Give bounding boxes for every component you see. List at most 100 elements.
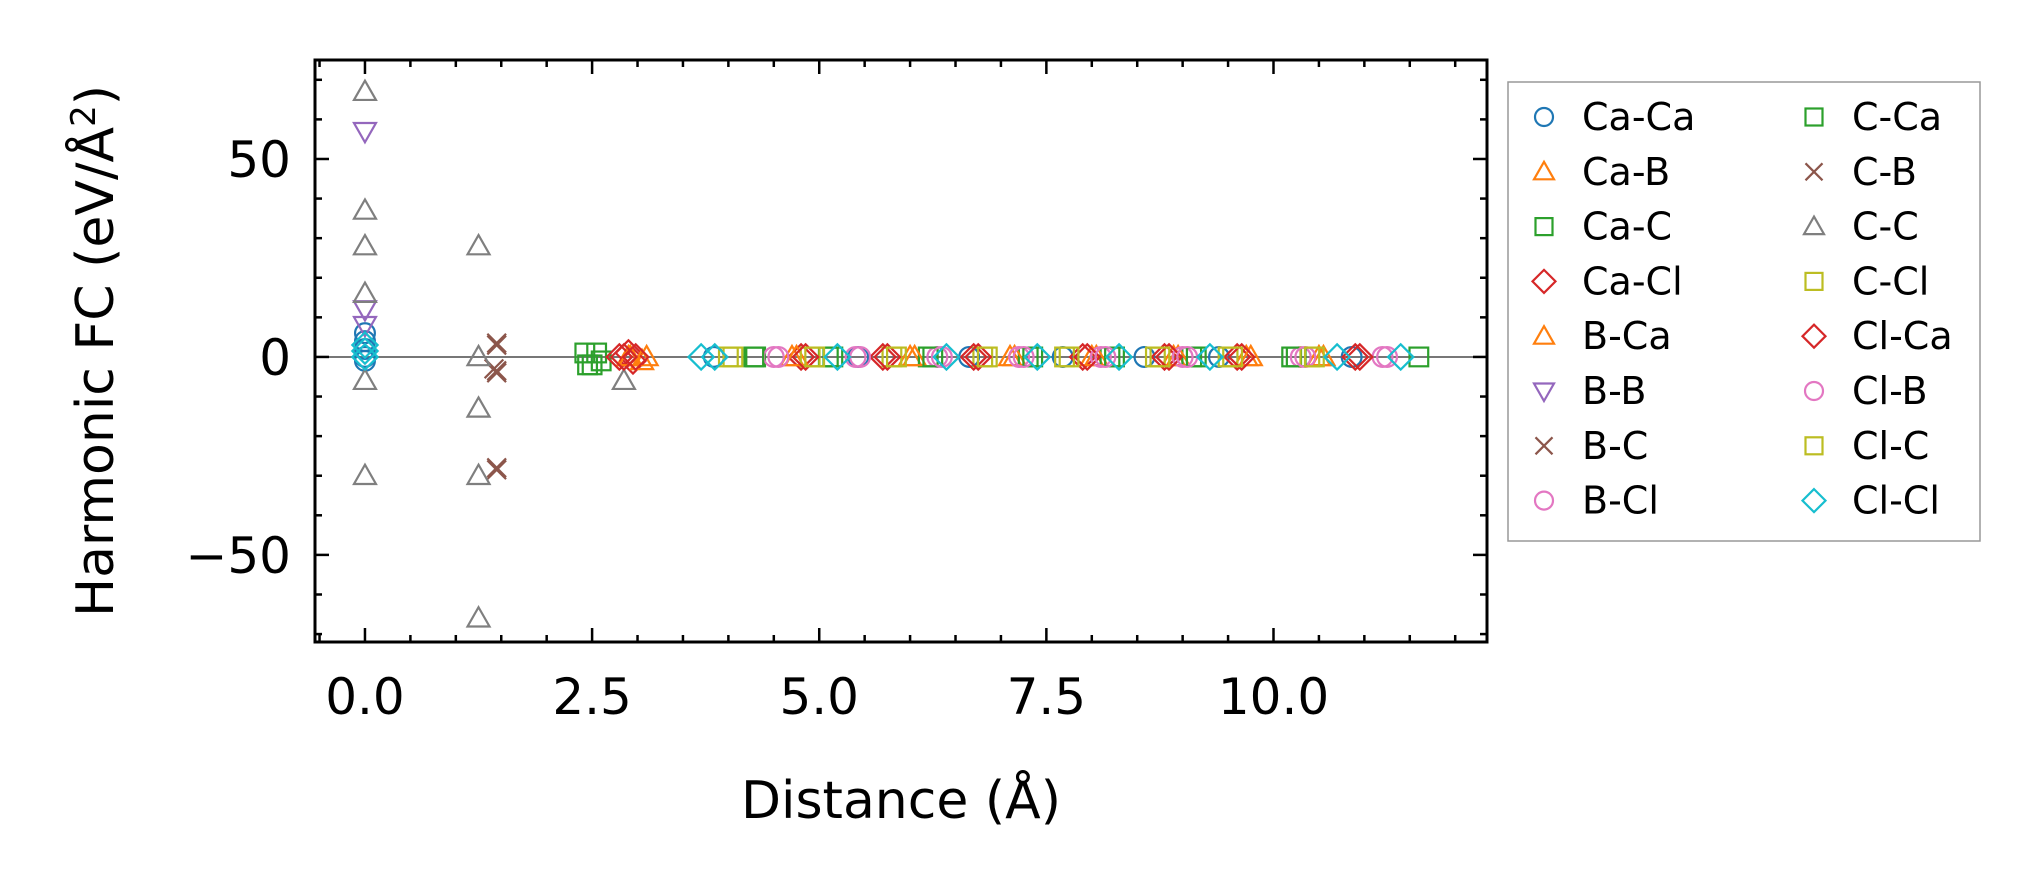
legend-label-ca-cl: Ca-Cl <box>1582 259 1683 303</box>
legend-marker-ca-b <box>1532 159 1556 181</box>
point-b-c <box>486 457 507 478</box>
legend-item-ca-c: Ca-C <box>1534 205 1672 249</box>
point-c-c <box>465 462 492 486</box>
point-c-c <box>465 605 492 628</box>
legend-item-cl-ca: Cl-Ca <box>1800 314 1953 358</box>
legend-item-b-b: B-B <box>1532 369 1647 413</box>
point-cl-c <box>1149 346 1171 368</box>
point-cl-ca <box>964 342 993 372</box>
point-cl-cl <box>350 330 380 360</box>
point-cl-b <box>1012 345 1035 368</box>
point-cl-ca <box>621 342 650 372</box>
point-ca-cl <box>959 342 988 372</box>
point-b-c <box>486 334 507 356</box>
legend-marker-cl-b <box>1803 380 1825 402</box>
point-cl-cl <box>1195 342 1225 372</box>
legend-marker-cl-cl <box>1800 487 1828 514</box>
x-tick-label: 5.0 <box>779 668 859 726</box>
legend-label-cl-cl: Cl-Cl <box>1852 479 1940 523</box>
y-axis-label-superscript: 2 <box>64 105 104 127</box>
data-points <box>350 78 1430 628</box>
point-cl-c <box>722 346 744 368</box>
point-c-b <box>486 459 507 480</box>
legend: Ca-Ca Ca-B Ca-C Ca-Cl B-Ca B-B B-C B-Cl C-Ca C-B C… <box>1507 81 1981 542</box>
legend-label-b-cl: B-Cl <box>1582 479 1659 523</box>
point-c-c <box>611 367 637 391</box>
legend-item-ca-b: Ca-B <box>1532 150 1670 194</box>
legend-label-b-ca: B-Ca <box>1582 314 1672 358</box>
legend-item-b-cl: B-Cl <box>1533 479 1659 523</box>
legend-label-cl-c: Cl-C <box>1852 424 1929 468</box>
legend-label-cl-ca: Cl-Ca <box>1852 314 1953 358</box>
legend-marker-b-c <box>1534 436 1554 456</box>
point-cl-b <box>767 345 790 368</box>
legend-marker-b-b <box>1532 382 1556 404</box>
legend-item-c-c: C-C <box>1802 205 1919 249</box>
point-c-ca <box>743 346 765 368</box>
legend-label-ca-b: Ca-B <box>1582 150 1670 194</box>
legend-marker-ca-c <box>1534 217 1554 237</box>
point-cl-ca <box>791 342 820 372</box>
point-cl-cl <box>1322 342 1352 372</box>
point-b-b <box>352 121 378 145</box>
legend-marker-ca-cl <box>1530 268 1558 295</box>
legend-marker-b-ca <box>1532 323 1556 345</box>
point-c-c <box>352 280 378 303</box>
point-cl-b <box>1376 345 1399 368</box>
point-cl-cl <box>700 342 729 372</box>
point-cl-cl <box>1104 342 1134 372</box>
point-cl-c <box>886 346 907 368</box>
point-c-c <box>352 367 378 391</box>
point-c-c <box>352 197 378 220</box>
legend-marker-c-ca <box>1804 107 1824 127</box>
y-tick-label: −50 <box>185 527 291 585</box>
legend-label-b-b: B-B <box>1582 369 1647 413</box>
legend-label-c-b: C-B <box>1852 150 1917 194</box>
point-b-ca <box>783 343 810 367</box>
legend-marker-c-b <box>1804 162 1824 182</box>
point-c-ca <box>1408 346 1430 368</box>
legend-marker-c-cl <box>1804 271 1824 291</box>
x-axis-label: Distance (Å) <box>741 769 1061 831</box>
point-cl-cl <box>1386 342 1415 372</box>
legend-marker-ca-ca <box>1533 106 1555 128</box>
legend-marker-cl-c <box>1804 436 1824 456</box>
axis-ticks: 0.0 2.5 5.0 7.5 10.0 −50 0 50 <box>185 60 1487 726</box>
point-c-ca <box>922 346 944 368</box>
legend-label-c-cl: C-Cl <box>1852 259 1929 303</box>
y-tick-label: 0 <box>259 329 291 387</box>
point-c-ca <box>574 342 596 364</box>
point-c-b <box>486 332 507 354</box>
point-c-c <box>352 462 378 486</box>
point-cl-cl <box>932 342 961 372</box>
point-cl-c <box>1058 346 1080 368</box>
plot-frame <box>313 58 1489 644</box>
point-cl-b <box>930 345 953 368</box>
point-cl-ca <box>873 342 902 372</box>
legend-label-c-c: C-C <box>1852 205 1919 249</box>
point-b-ca <box>1237 343 1264 367</box>
y-axis-label: Harmonic FC (eV/Å2) <box>64 85 126 617</box>
legend-label-cl-b: Cl-B <box>1852 369 1928 413</box>
legend-item-c-b: C-B <box>1804 150 1917 194</box>
legend-frame <box>1507 81 1981 542</box>
point-cl-cl <box>686 342 716 372</box>
legend-item-c-cl: C-Cl <box>1804 259 1929 303</box>
x-tick-label: 0.0 <box>325 668 405 726</box>
x-tick-label: 10.0 <box>1218 668 1329 726</box>
point-cl-c <box>976 346 998 368</box>
point-ca-c <box>586 342 608 364</box>
y-tick-label: 50 <box>227 131 291 189</box>
legend-label-c-ca: C-Ca <box>1852 95 1942 139</box>
series-c-c <box>352 78 637 628</box>
legend-item-ca-ca: Ca-Ca <box>1533 95 1695 139</box>
point-c-c <box>352 78 378 102</box>
point-cl-cl <box>823 342 852 372</box>
point-cl-cl <box>1023 342 1052 372</box>
legend-label-b-c: B-C <box>1582 424 1648 468</box>
point-ca-ca <box>1133 345 1156 368</box>
x-tick-label: 2.5 <box>552 668 632 726</box>
x-tick-label: 7.5 <box>1007 668 1087 726</box>
point-cl-cl <box>350 336 380 366</box>
